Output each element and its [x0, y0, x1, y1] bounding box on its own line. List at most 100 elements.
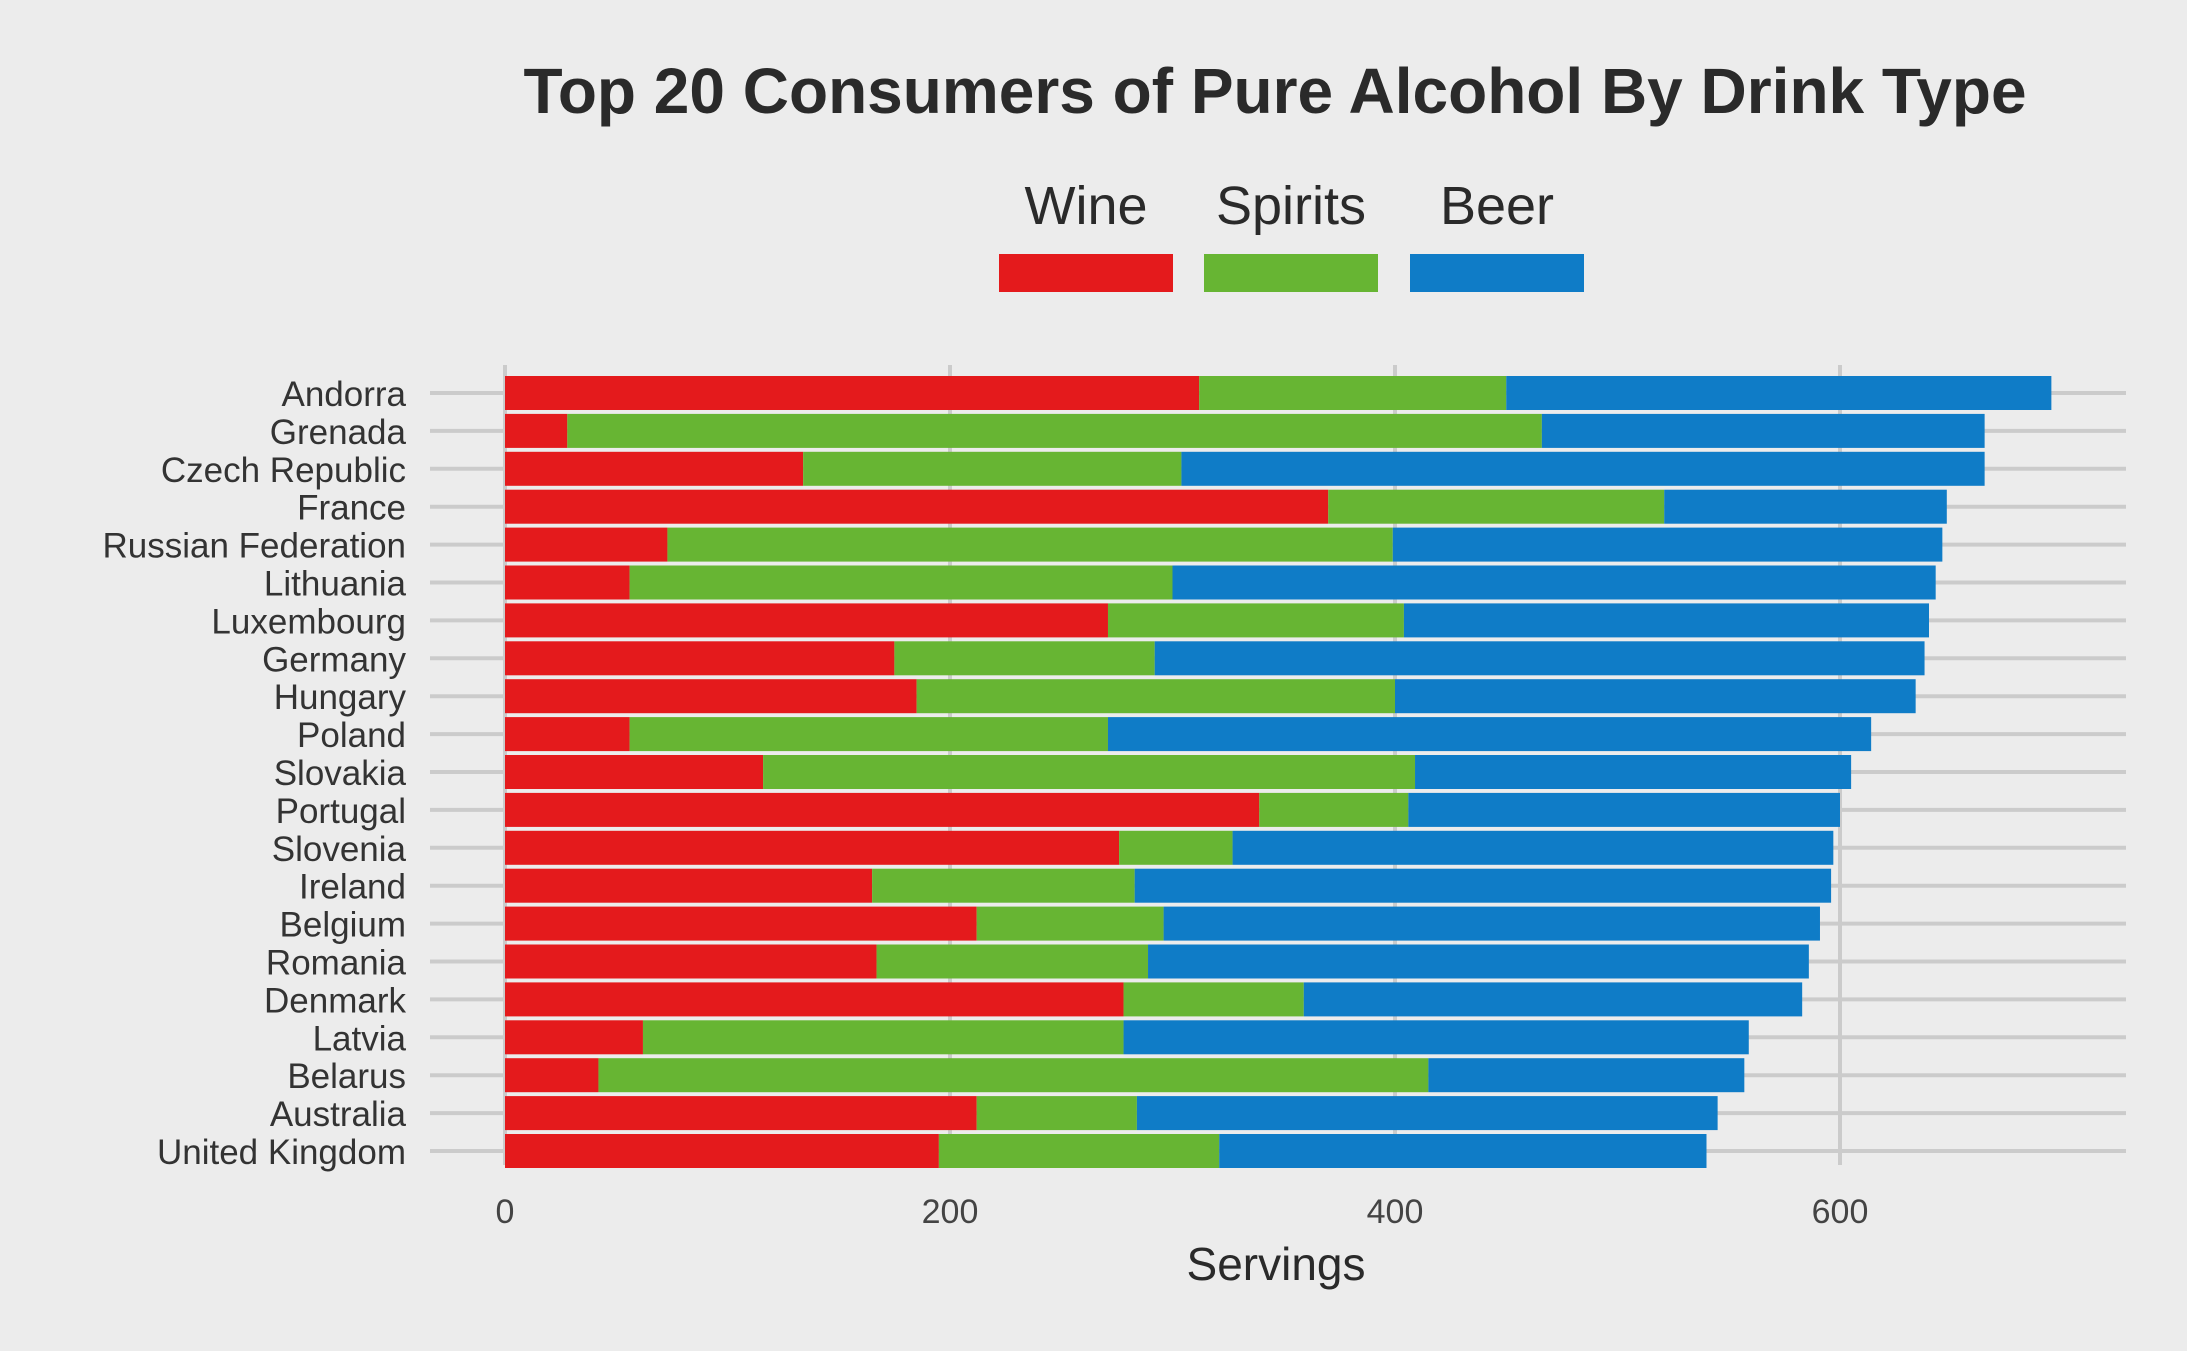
- bar-wine-france: [505, 489, 1329, 524]
- bar-beer-australia: [1136, 1096, 1718, 1131]
- bar-spirits-belgium: [976, 906, 1164, 941]
- category-label: Portugal: [276, 792, 406, 831]
- bar-spirits-france: [1328, 489, 1665, 524]
- bar-spirits-belarus: [598, 1058, 1429, 1093]
- legend-label-beer: Beer: [1440, 176, 1554, 236]
- bar-wine-romania: [505, 944, 877, 979]
- x-tick-label: 600: [1812, 1193, 1869, 1231]
- legend: Wine Spirits Beer: [999, 176, 1584, 292]
- category-label: Australia: [270, 1095, 407, 1134]
- bar-wine-denmark: [505, 982, 1124, 1017]
- bar-beer-hungary: [1395, 679, 1916, 714]
- category-label: Andorra: [281, 375, 406, 414]
- category-label: Germany: [262, 640, 406, 679]
- category-label: Russian Federation: [103, 527, 407, 566]
- category-label: Denmark: [264, 981, 406, 1020]
- bar-wine-russian-federation: [505, 527, 668, 562]
- bar-spirits-australia: [976, 1096, 1137, 1131]
- bar-spirits-portugal: [1259, 792, 1409, 827]
- bar-beer-lithuania: [1172, 565, 1936, 600]
- category-label: Hungary: [274, 678, 407, 717]
- chart-title: Top 20 Consumers of Pure Alcohol By Drin…: [523, 55, 2026, 127]
- bar-wine-latvia: [505, 1020, 643, 1055]
- bar-spirits-ireland: [872, 868, 1135, 903]
- bar-wine-australia: [505, 1096, 977, 1131]
- category-label: Ireland: [299, 868, 406, 907]
- bar-wine-germany: [505, 641, 895, 676]
- bar-wine-hungary: [505, 679, 917, 714]
- category-label: Belgium: [280, 906, 406, 945]
- bar-beer-ireland: [1134, 868, 1832, 903]
- x-tick-labels: 0 200 400 600: [496, 1193, 1869, 1231]
- category-label: Grenada: [270, 413, 407, 452]
- bar-beer-portugal: [1408, 792, 1840, 827]
- category-label: Romania: [266, 944, 407, 983]
- bar-wine-slovenia: [505, 830, 1120, 865]
- bar-beer-belarus: [1428, 1058, 1745, 1093]
- bar-spirits-czech-republic: [803, 451, 1182, 486]
- category-label: France: [297, 489, 406, 528]
- legend-label-spirits: Spirits: [1216, 176, 1366, 236]
- bar-beer-france: [1664, 489, 1947, 524]
- bar-beer-poland: [1107, 717, 1872, 752]
- legend-swatch-wine: [999, 254, 1173, 292]
- category-label: Latvia: [313, 1019, 407, 1058]
- x-tick-label: 200: [922, 1193, 979, 1231]
- bar-wine-slovakia: [505, 755, 764, 789]
- bar-wine-portugal: [505, 792, 1260, 827]
- bar-beer-belgium: [1163, 906, 1820, 941]
- bar-spirits-romania: [876, 944, 1149, 979]
- bar-spirits-latvia: [642, 1020, 1124, 1055]
- bar-spirits-poland: [629, 717, 1108, 752]
- bar-spirits-grenada: [567, 413, 1542, 448]
- bar-wine-luxembourg: [505, 603, 1108, 638]
- bar-wine-czech-republic: [505, 451, 804, 486]
- bar-beer-andorra: [1506, 376, 2052, 410]
- bar-beer-united-kingdom: [1219, 1134, 1707, 1168]
- bar-spirits-denmark: [1123, 982, 1304, 1017]
- category-label: Czech Republic: [161, 451, 406, 490]
- bar-wine-lithuania: [505, 565, 630, 600]
- legend-swatch-beer: [1410, 254, 1584, 292]
- x-axis-title: Servings: [1187, 1238, 1366, 1290]
- bar-beer-luxembourg: [1403, 603, 1929, 638]
- bar-spirits-russian-federation: [667, 527, 1393, 562]
- x-tick-label: 0: [496, 1193, 515, 1231]
- bar-wine-grenada: [505, 413, 568, 448]
- bar-beer-denmark: [1303, 982, 1803, 1017]
- bar-spirits-lithuania: [629, 565, 1173, 600]
- bar-wine-belgium: [505, 906, 977, 941]
- x-tick-label: 400: [1367, 1193, 1424, 1231]
- bar-wine-poland: [505, 717, 630, 752]
- bar-beer-romania: [1148, 944, 1809, 979]
- bar-spirits-slovakia: [763, 755, 1416, 789]
- category-label: Slovakia: [274, 754, 407, 793]
- bar-spirits-hungary: [916, 679, 1395, 714]
- category-label: Luxembourg: [211, 602, 406, 641]
- legend-label-wine: Wine: [1024, 176, 1147, 236]
- bar-beer-russian-federation: [1392, 527, 1943, 562]
- bar-spirits-united-kingdom: [938, 1134, 1220, 1168]
- bar-beer-slovenia: [1232, 830, 1834, 865]
- category-label: United Kingdom: [157, 1133, 406, 1172]
- category-label: Lithuania: [264, 565, 407, 604]
- bar-spirits-andorra: [1199, 376, 1507, 410]
- bar-wine-belarus: [505, 1058, 599, 1093]
- bars: [505, 376, 2052, 1168]
- bar-wine-ireland: [505, 868, 873, 903]
- bar-spirits-luxembourg: [1107, 603, 1404, 638]
- bar-beer-latvia: [1123, 1020, 1749, 1055]
- legend-swatch-spirits: [1204, 254, 1378, 292]
- bar-beer-czech-republic: [1181, 451, 1985, 486]
- bar-spirits-slovenia: [1119, 830, 1233, 865]
- category-label: Poland: [297, 716, 406, 755]
- bar-beer-slovakia: [1415, 755, 1852, 789]
- category-label: Slovenia: [272, 830, 407, 869]
- bar-wine-andorra: [505, 376, 1200, 410]
- bar-beer-grenada: [1541, 413, 1985, 448]
- category-label: Belarus: [287, 1057, 406, 1096]
- bar-wine-united-kingdom: [505, 1134, 939, 1168]
- bar-spirits-germany: [894, 641, 1155, 676]
